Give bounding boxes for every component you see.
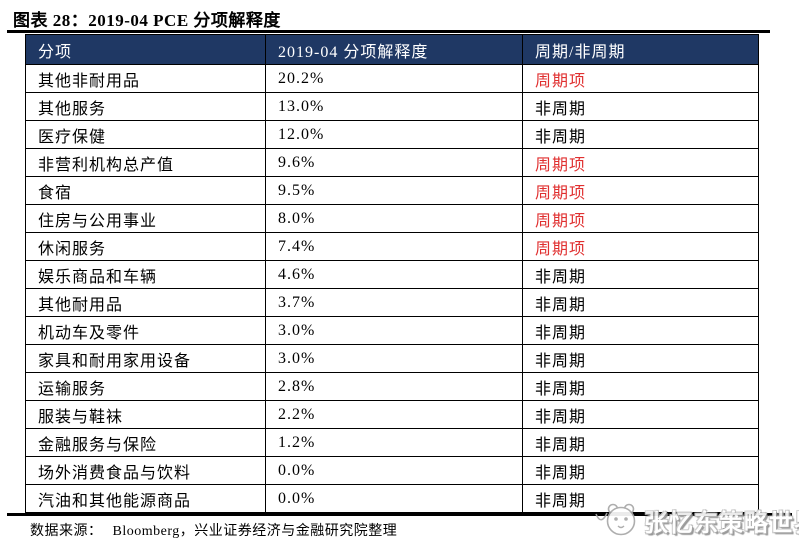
table-header-row: 分项 2019-04 分项解释度 周期/非周期 [25, 34, 759, 65]
cycle-type-cell: 非周期 [522, 456, 759, 485]
cycle-type-cell: 周期项 [522, 176, 759, 205]
value-cell: 1.2% [265, 428, 523, 457]
table-body: 其他非耐用品 20.2% 周期项 其他服务 13.0% 非周期 医疗保健 12.0% 非周期 非营… [25, 64, 759, 513]
category-cell: 食宿 [25, 176, 266, 205]
pce-breakdown-table: 分项 2019-04 分项解释度 周期/非周期 其他非耐用品 20.2% 周期项 其他… [25, 34, 759, 513]
table-row: 服装与鞋袜 2.2% 非周期 [25, 400, 759, 429]
table-row: 金融服务与保险 1.2% 非周期 [25, 428, 759, 457]
category-cell: 家具和耐用家用设备 [25, 344, 266, 373]
cycle-type-cell: 非周期 [522, 120, 759, 149]
watermark-text: 张忆东策略世界 [644, 511, 799, 537]
cycle-type-cell: 周期项 [522, 204, 759, 233]
table-row: 运输服务 2.8% 非周期 [25, 372, 759, 401]
value-cell: 0.0% [265, 484, 523, 513]
cycle-type-cell: 周期项 [522, 232, 759, 261]
value-cell: 8.0% [265, 204, 523, 233]
value-cell: 2.8% [265, 372, 523, 401]
category-cell: 其他非耐用品 [25, 64, 266, 93]
watermark: 张忆东策略世界 [594, 492, 799, 549]
value-cell: 20.2% [265, 64, 523, 93]
value-cell: 13.0% [265, 92, 523, 121]
category-cell: 运输服务 [25, 372, 266, 401]
value-cell: 3.7% [265, 288, 523, 317]
category-cell: 其他服务 [25, 92, 266, 121]
table-row: 其他耐用品 3.7% 非周期 [25, 288, 759, 317]
table-row: 休闲服务 7.4% 周期项 [25, 232, 759, 261]
table-row: 家具和耐用家用设备 3.0% 非周期 [25, 344, 759, 373]
table-row: 其他非耐用品 20.2% 周期项 [25, 64, 759, 93]
category-cell: 休闲服务 [25, 232, 266, 261]
category-cell: 汽油和其他能源商品 [25, 484, 266, 513]
value-cell: 3.0% [265, 316, 523, 345]
category-cell: 服装与鞋袜 [25, 400, 266, 429]
cycle-type-cell: 周期项 [522, 148, 759, 177]
cycle-type-cell: 非周期 [522, 400, 759, 429]
value-cell: 12.0% [265, 120, 523, 149]
value-cell: 0.0% [265, 456, 523, 485]
cycle-type-cell: 周期项 [522, 64, 759, 93]
col-header-explained: 2019-04 分项解释度 [265, 34, 523, 65]
table-row: 住房与公用事业 8.0% 周期项 [25, 204, 759, 233]
cycle-type-cell: 非周期 [522, 428, 759, 457]
value-cell: 3.0% [265, 344, 523, 373]
table-row: 其他服务 13.0% 非周期 [25, 92, 759, 121]
figure-title: 图表 28：2019-04 PCE 分项解释度 [13, 11, 281, 30]
value-cell: 2.2% [265, 400, 523, 429]
table-row: 非营利机构总产值 9.6% 周期项 [25, 148, 759, 177]
data-source-text: Bloomberg，兴业证券经济与金融研究院整理 [112, 524, 398, 539]
col-header-cycle-type: 周期/非周期 [522, 34, 759, 65]
cycle-type-cell: 非周期 [522, 316, 759, 345]
table-row: 食宿 9.5% 周期项 [25, 176, 759, 205]
table-row: 机动车及零件 3.0% 非周期 [25, 316, 759, 345]
cycle-type-cell: 非周期 [522, 288, 759, 317]
panda-face-logo-icon [594, 492, 640, 549]
cycle-type-cell: 非周期 [522, 372, 759, 401]
data-source-note: 数据来源： Bloomberg，兴业证券经济与金融研究院整理 [30, 520, 397, 540]
table-row: 医疗保健 12.0% 非周期 [25, 120, 759, 149]
bottom-divider-rule [7, 513, 792, 516]
data-source-label: 数据来源： [30, 524, 103, 539]
table-row: 场外消费食品与饮料 0.0% 非周期 [25, 456, 759, 485]
cycle-type-cell: 非周期 [522, 92, 759, 121]
col-header-category: 分项 [25, 34, 266, 65]
value-cell: 9.5% [265, 176, 523, 205]
category-cell: 其他耐用品 [25, 288, 266, 317]
top-divider-rule [7, 30, 770, 33]
category-cell: 金融服务与保险 [25, 428, 266, 457]
category-cell: 机动车及零件 [25, 316, 266, 345]
value-cell: 7.4% [265, 232, 523, 261]
value-cell: 9.6% [265, 148, 523, 177]
category-cell: 娱乐商品和车辆 [25, 260, 266, 289]
cycle-type-cell: 非周期 [522, 484, 759, 513]
category-cell: 医疗保健 [25, 120, 266, 149]
value-cell: 4.6% [265, 260, 523, 289]
table-row: 娱乐商品和车辆 4.6% 非周期 [25, 260, 759, 289]
cycle-type-cell: 非周期 [522, 344, 759, 373]
table-row: 汽油和其他能源商品 0.0% 非周期 [25, 484, 759, 513]
category-cell: 场外消费食品与饮料 [25, 456, 266, 485]
category-cell: 住房与公用事业 [25, 204, 266, 233]
category-cell: 非营利机构总产值 [25, 148, 266, 177]
cycle-type-cell: 非周期 [522, 260, 759, 289]
